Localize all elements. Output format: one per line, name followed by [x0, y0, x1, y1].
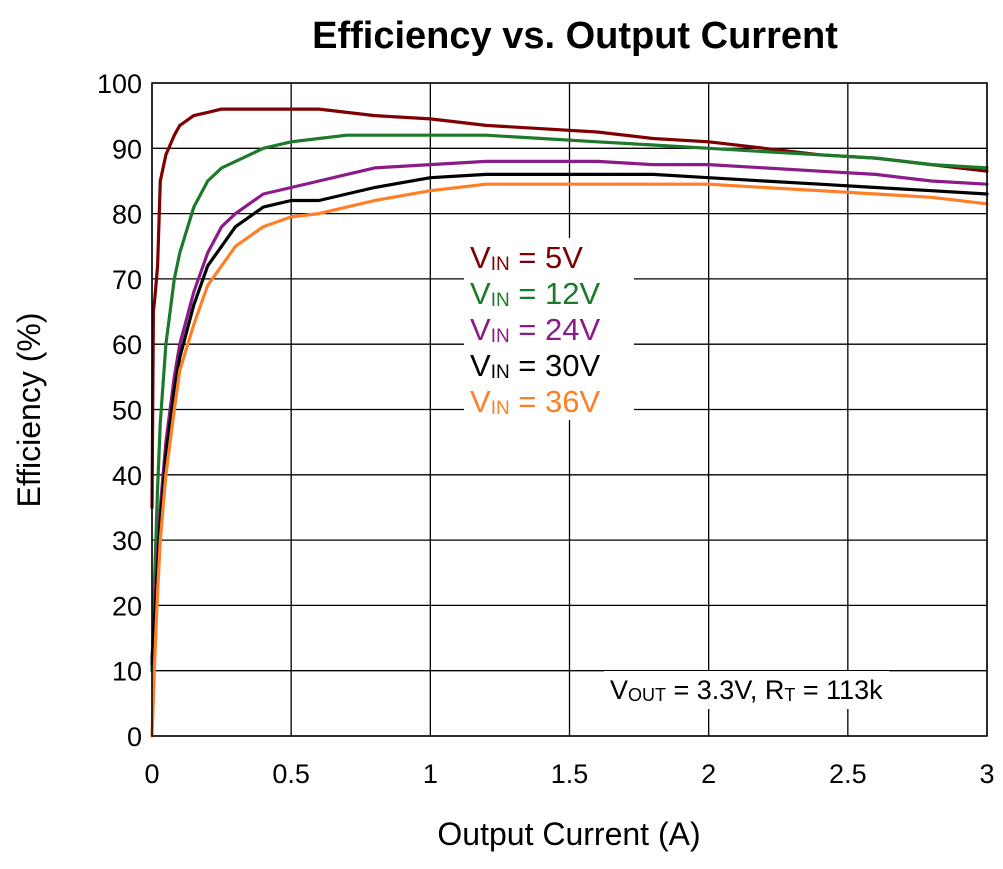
- x-axis-label: Output Current (A): [437, 816, 700, 852]
- y-tick-label: 30: [112, 526, 142, 556]
- y-tick-label: 50: [112, 396, 142, 426]
- x-tick-label: 0: [144, 759, 159, 789]
- chart-title: Efficiency vs. Output Current: [312, 15, 838, 57]
- x-tick-label: 2.5: [829, 759, 867, 789]
- y-tick-label: 100: [97, 69, 142, 99]
- y-tick-label: 60: [112, 330, 142, 360]
- y-tick-label: 70: [112, 265, 142, 295]
- x-tick-label: 3: [979, 759, 994, 789]
- x-tick-label: 0.5: [272, 759, 310, 789]
- series-line-12v: [150, 133, 989, 673]
- y-axis-label: Efficiency (%): [11, 312, 47, 507]
- x-tick-label: 1: [423, 759, 438, 789]
- tick-labels: 0 10 20 30 40 50 60 70 80 90 100 0 0.5 1 1.5 2 2.5 3: [97, 69, 995, 789]
- legend-entry-36v: VIN = 36V: [470, 384, 600, 419]
- y-tick-label: 40: [112, 461, 142, 491]
- series-line-5v: [150, 107, 989, 510]
- y-tick-label: 20: [112, 591, 142, 621]
- x-tick-label: 1.5: [551, 759, 589, 789]
- y-tick-label: 90: [112, 134, 142, 164]
- legend-entry-30v: VIN = 30V: [470, 348, 600, 383]
- series-line-36v: [150, 182, 989, 738]
- y-tick-label: 80: [112, 200, 142, 230]
- conditions-note: VOUT = 3.3V, RT = 113k: [610, 675, 883, 705]
- y-tick-label: 0: [127, 722, 142, 752]
- conditions-annotation: VOUT = 3.3V, RT = 113k: [604, 671, 890, 709]
- x-tick-label: 2: [701, 759, 716, 789]
- legend-background: [464, 238, 634, 420]
- legend-entry-5v: VIN = 5V: [470, 240, 583, 275]
- legend-entry-12v: VIN = 12V: [470, 276, 600, 311]
- plot-frame: [151, 82, 988, 737]
- series-lines: [150, 107, 989, 738]
- legend-entry-24v: VIN = 24V: [470, 312, 600, 347]
- series-line-30v: [150, 172, 989, 666]
- y-tick-label: 10: [112, 657, 142, 687]
- series-line-24v: [150, 159, 989, 660]
